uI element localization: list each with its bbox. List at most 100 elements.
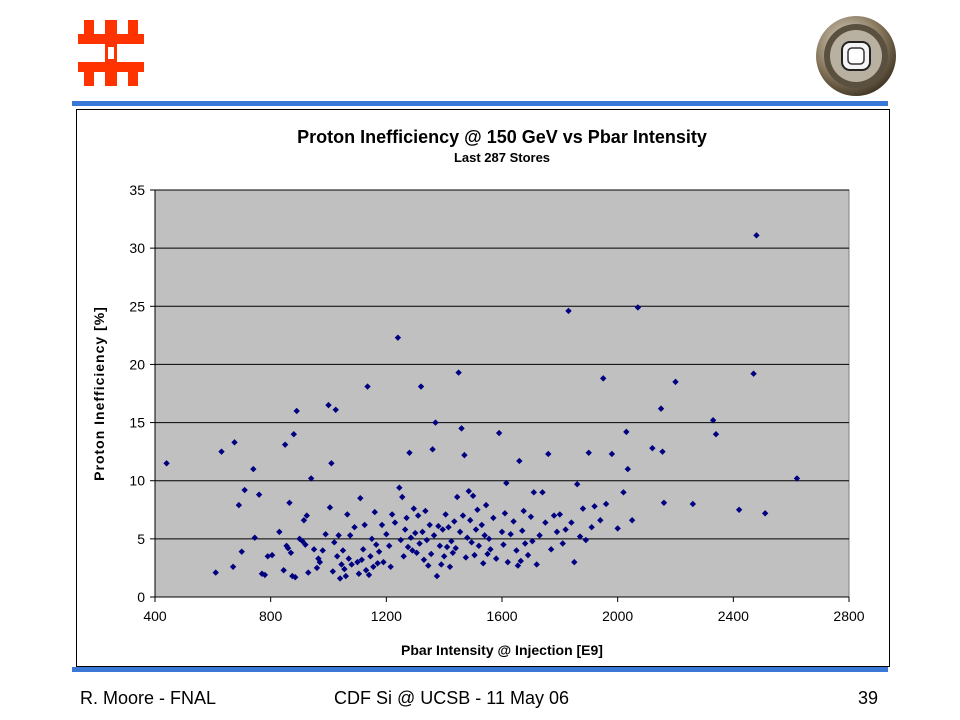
data-point	[793, 475, 801, 482]
data-point	[501, 510, 509, 517]
data-point	[307, 475, 315, 482]
bottom-divider	[72, 667, 888, 672]
data-point	[417, 383, 425, 390]
chart-canvas: 0 5 10 15 20 25 30 35 400 800 1200 1600 2000 2400 2800…	[91, 127, 865, 658]
data-point	[579, 505, 587, 512]
data-point	[735, 506, 743, 513]
data-point	[290, 431, 297, 438]
data-point	[399, 493, 406, 501]
data-point	[410, 505, 418, 512]
data-point	[341, 565, 348, 573]
detector-emblem-icon-svg	[816, 16, 896, 96]
data-point	[433, 572, 441, 580]
x-tick-label: 2800	[833, 608, 864, 624]
data-point	[462, 554, 470, 561]
chart-subtitle: Last 287 Stores	[454, 150, 550, 165]
y-tick-label: 30	[129, 240, 145, 256]
data-point	[276, 528, 283, 536]
data-point	[503, 479, 510, 487]
data-point	[620, 489, 627, 496]
data-point	[383, 531, 390, 538]
x-axis-label: Pbar Intensity @ Injection [E9]	[401, 642, 603, 658]
data-point	[336, 575, 344, 582]
data-point	[468, 539, 475, 546]
data-point	[313, 564, 321, 572]
data-point	[478, 521, 485, 529]
data-point	[520, 507, 527, 515]
data-point	[250, 465, 257, 473]
data-point	[310, 546, 318, 553]
data-point	[420, 556, 428, 563]
data-point	[451, 518, 458, 525]
data-point	[459, 512, 467, 519]
data-point	[456, 528, 464, 536]
data-point	[280, 567, 287, 574]
plot-area	[154, 189, 850, 598]
data-point	[482, 501, 490, 509]
fermilab-logo-icon-svg	[78, 20, 144, 86]
data-point	[588, 524, 595, 531]
data-point	[753, 232, 760, 239]
data-point	[380, 558, 387, 566]
data-point	[387, 563, 394, 570]
data-point	[342, 572, 350, 580]
data-point	[361, 521, 368, 529]
data-point	[287, 549, 295, 557]
data-point	[461, 451, 468, 459]
fermilab-logo-icon	[78, 20, 144, 86]
data-point	[469, 492, 477, 500]
data-point	[504, 558, 511, 566]
data-point	[331, 539, 338, 546]
data-point	[530, 489, 538, 496]
data-point	[498, 528, 506, 536]
top-divider	[72, 101, 888, 106]
data-point	[432, 419, 439, 426]
y-tick-label: 10	[129, 473, 145, 489]
data-point	[750, 370, 757, 377]
data-point	[362, 567, 370, 574]
data-point	[364, 383, 371, 390]
data-point	[391, 519, 399, 526]
data-point	[495, 429, 503, 437]
data-point	[409, 547, 416, 554]
data-point	[255, 491, 263, 498]
data-point	[414, 512, 422, 519]
x-tick-label: 400	[143, 608, 167, 624]
data-point	[229, 563, 237, 570]
data-point	[281, 441, 289, 448]
data-point	[465, 487, 472, 495]
data-point	[354, 558, 361, 566]
data-point	[547, 546, 555, 553]
data-point	[413, 549, 420, 557]
data-point	[672, 378, 679, 386]
scatter-chart: 0 5 10 15 20 25 30 35 400 800 1200 1600 2000 2400 2800…	[76, 109, 890, 667]
y-tick-label: 5	[137, 531, 145, 547]
data-point	[293, 407, 300, 415]
data-point	[345, 555, 352, 562]
data-point	[360, 546, 367, 553]
data-point	[689, 500, 697, 508]
x-tick-label: 2000	[602, 608, 633, 624]
y-tick-label: 0	[137, 589, 145, 605]
footer-page-number: 39	[858, 688, 879, 708]
data-point	[536, 532, 543, 539]
data-point	[649, 444, 656, 452]
data-point	[453, 493, 461, 501]
data-point	[325, 401, 332, 409]
data-point	[426, 521, 433, 529]
data-point	[241, 486, 248, 494]
data-point	[286, 499, 293, 507]
y-tick-label: 35	[129, 182, 145, 198]
data-point	[553, 528, 561, 536]
data-point	[761, 510, 769, 517]
data-point	[326, 504, 334, 511]
x-tick-label: 1200	[371, 608, 402, 624]
data-point	[303, 512, 311, 519]
data-point	[394, 334, 402, 341]
data-point	[455, 369, 462, 376]
data-point	[516, 457, 523, 465]
data-point	[419, 528, 426, 536]
data-point	[624, 465, 631, 473]
footer-author: R. Moore - FNAL	[80, 688, 217, 708]
axes: 0 5 10 15 20 25 30 35 400 800 1200 1600 2000 2400 2800	[129, 182, 864, 624]
